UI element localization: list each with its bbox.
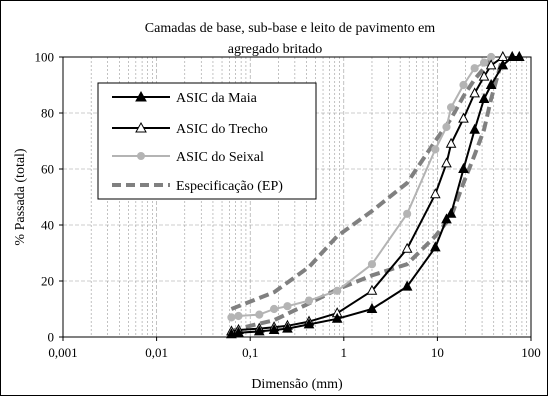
y-tick-label: 20 <box>41 274 54 289</box>
series-0-point <box>253 325 265 336</box>
x-tick-label: 100 <box>521 345 541 360</box>
series-0-point <box>331 312 343 323</box>
series-1-point <box>445 137 457 148</box>
series-0-point <box>401 280 413 291</box>
y-tick-label: 0 <box>48 330 55 345</box>
legend: ASIC da Maia ASIC do Trecho ASIC do Seix… <box>97 82 317 200</box>
series-0-point <box>478 92 490 103</box>
x-tick-label: 0,001 <box>48 345 77 360</box>
series-line-especificacao-upper <box>230 55 493 311</box>
y-tick-label: 80 <box>41 106 54 121</box>
series-2-point <box>234 311 243 321</box>
series-0-point <box>226 328 237 339</box>
series-0-point <box>233 326 244 337</box>
legend-marker-filled-triangle-icon <box>135 90 147 102</box>
series-2-point <box>304 296 314 305</box>
legend-item-asic-do-seixal: ASIC do Seixal <box>112 150 264 165</box>
legend-label-asic-do-seixal: ASIC do Seixal <box>176 150 264 165</box>
legend-item-asic-da-maia: ASIC da Maia <box>112 90 258 106</box>
series-0-point <box>445 207 457 218</box>
series-1-point <box>366 284 378 295</box>
series-2-point <box>431 145 440 154</box>
y-axis-label: % Passada (total) <box>13 148 28 246</box>
series-0-point <box>513 50 525 61</box>
axis-ticks: 0 20 40 60 80 100 0,001 0,01 0,1 1 10 100 <box>35 50 541 361</box>
legend-item-asic-do-trecho: ASIC do Trecho <box>112 121 268 137</box>
series-2-point <box>283 302 292 311</box>
series-2-point <box>333 286 342 295</box>
y-tick-label: 100 <box>35 50 55 65</box>
series-2-point <box>227 313 236 322</box>
series-0-point <box>282 322 293 333</box>
series-2-point <box>269 304 279 314</box>
series-0-point <box>469 123 480 134</box>
series-1-point <box>478 70 490 81</box>
series-2-line <box>231 56 492 319</box>
series-2-point <box>479 58 489 67</box>
legend-marker-circle-icon <box>137 152 145 160</box>
x-axis-label: Dimensão (mm) <box>251 377 343 392</box>
series-1-point <box>458 112 469 123</box>
series-0-point <box>506 50 518 61</box>
legend-item-especificacao: Especificação (EP) <box>112 179 283 194</box>
series-2-point <box>442 122 451 132</box>
series-2-point <box>459 80 468 90</box>
series-0-point <box>497 59 509 70</box>
chart-title-line-1: Camadas de base, sub-base e leito de pav… <box>145 21 436 36</box>
series-2-point <box>255 310 264 319</box>
series-0-point <box>303 318 315 329</box>
series-0-point <box>441 213 452 224</box>
series-0-point <box>366 302 378 313</box>
chart-title-line-2: agregado britado <box>228 42 322 57</box>
series-line-especificacao-lower <box>230 56 505 334</box>
series-0-point <box>485 78 497 89</box>
series-2-point <box>403 209 412 218</box>
y-tick-label: 60 <box>41 162 54 177</box>
series-2-point <box>367 260 377 269</box>
series-0-point <box>458 162 469 173</box>
series-1-point <box>485 59 497 70</box>
series-2-point <box>470 64 479 73</box>
y-tick-label: 40 <box>41 218 54 233</box>
series-1-point <box>441 157 452 168</box>
series-1-point <box>429 188 441 199</box>
legend-box <box>97 82 317 200</box>
x-tick-label: 0,01 <box>145 345 168 360</box>
data-series <box>226 50 525 339</box>
series-1-point <box>469 87 480 98</box>
legend-marker-open-triangle-icon <box>135 121 147 133</box>
plot-area <box>62 56 532 338</box>
series-2-point <box>446 103 456 112</box>
legend-label-especificacao: Especificação (EP) <box>176 179 283 194</box>
legend-label-asic-do-trecho: ASIC do Trecho <box>176 122 268 137</box>
series-0-point <box>429 241 441 252</box>
x-tick-label: 1 <box>341 345 348 360</box>
legend-label-asic-da-maia: ASIC da Maia <box>176 91 258 106</box>
series-0-point <box>268 323 280 334</box>
x-tick-label: 0,1 <box>242 345 258 360</box>
series-1-point <box>401 242 413 253</box>
x-tick-label: 10 <box>431 345 444 360</box>
